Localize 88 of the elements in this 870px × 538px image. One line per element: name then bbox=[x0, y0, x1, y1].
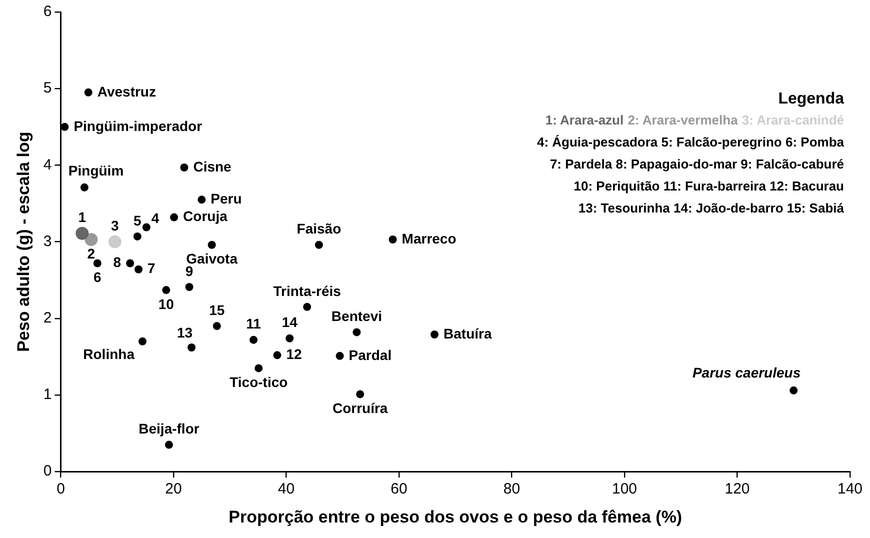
annotation: Rolinha bbox=[83, 346, 135, 362]
point bbox=[170, 213, 178, 222]
point bbox=[356, 390, 364, 398]
point bbox=[134, 265, 143, 274]
annotation: 3 bbox=[110, 218, 119, 234]
y-tick-label: 0 bbox=[43, 462, 52, 480]
point bbox=[208, 240, 216, 249]
y-tick-label: 2 bbox=[43, 310, 52, 327]
annotation: Pardal bbox=[348, 346, 392, 363]
annotation: Beija-flor bbox=[138, 420, 200, 437]
annotation: Peru bbox=[210, 190, 242, 207]
annotation: Marreco bbox=[402, 230, 456, 246]
x-tick-label: 0 bbox=[56, 480, 65, 498]
point bbox=[388, 236, 397, 244]
legend-title: Legenda bbox=[778, 90, 844, 108]
annotation: 5 bbox=[134, 212, 142, 228]
annotation: 7: Pardela 8: Papagaio-do-mar 9: Falcão-caburé bbox=[550, 156, 844, 172]
point bbox=[336, 352, 344, 360]
text: 2: Arara-vermelha bbox=[628, 112, 739, 128]
annotation: Tico-tico bbox=[230, 374, 288, 390]
y-tick-label: 1 bbox=[43, 386, 52, 404]
annotation: Cisne bbox=[193, 158, 232, 174]
x-tick-label: 20 bbox=[165, 480, 182, 498]
annotation: Bentevi bbox=[331, 308, 382, 324]
annotation: 4: Águia-pescadora 5: Falcão-peregrino 6: Pomba bbox=[536, 134, 845, 150]
text: 1: Arara-azul bbox=[545, 112, 624, 128]
annotation: 13 bbox=[176, 324, 193, 340]
point bbox=[286, 334, 294, 342]
point bbox=[790, 386, 798, 394]
y-tick-label: 6 bbox=[43, 3, 52, 20]
y-axis-title: Peso adulto (g) - escala log bbox=[14, 132, 33, 352]
point bbox=[164, 440, 173, 449]
annotation: Faisão bbox=[296, 220, 342, 237]
point bbox=[142, 223, 150, 232]
point bbox=[188, 344, 196, 352]
annotation: 1 bbox=[78, 209, 86, 226]
y-tick-label: 4 bbox=[43, 156, 52, 174]
annotation: Coruja bbox=[183, 208, 228, 224]
annotation: Trinta-réis bbox=[273, 282, 342, 299]
point bbox=[212, 322, 221, 330]
y-tick-label: 5 bbox=[43, 80, 52, 97]
point bbox=[303, 302, 312, 311]
annotation: 2 bbox=[87, 245, 96, 262]
annotation: 11 bbox=[246, 316, 262, 332]
point bbox=[273, 351, 282, 360]
annotation: Pingüim-imperador bbox=[74, 118, 203, 134]
point bbox=[250, 336, 258, 344]
x-tick-label: 80 bbox=[503, 480, 520, 498]
annotation: Corruíra bbox=[332, 400, 388, 416]
point bbox=[133, 232, 142, 240]
x-tick-label: 60 bbox=[390, 480, 408, 498]
point bbox=[84, 88, 92, 96]
annotation: 8 bbox=[113, 254, 122, 270]
point bbox=[126, 259, 134, 268]
x-tick-label: 120 bbox=[724, 480, 750, 498]
point bbox=[138, 337, 146, 346]
point bbox=[76, 226, 89, 240]
annotation: Parus caeruleus bbox=[692, 364, 801, 380]
annotation: Batuíra bbox=[444, 325, 492, 342]
annotation: 6 bbox=[93, 269, 102, 286]
point bbox=[180, 164, 188, 172]
annotation: 12 bbox=[286, 346, 302, 362]
annotation: 15 bbox=[209, 302, 225, 318]
annotation: 7 bbox=[148, 260, 156, 276]
point bbox=[314, 240, 323, 249]
annotation: 13: Tesourinha 14: João-de-barro 15: Sabiá bbox=[578, 200, 845, 216]
point bbox=[93, 259, 102, 268]
x-tick-label: 140 bbox=[837, 480, 863, 498]
point bbox=[108, 235, 122, 248]
annotation: 4 bbox=[151, 210, 160, 226]
x-axis-title: Proporção entre o peso dos ovos e o peso da fêmea (%) bbox=[228, 507, 682, 526]
y-tick-label: 3 bbox=[43, 232, 52, 250]
x-tick-label: 100 bbox=[612, 480, 638, 498]
point bbox=[80, 183, 88, 192]
point bbox=[84, 233, 98, 246]
point bbox=[430, 330, 439, 338]
x-tick-label: 40 bbox=[278, 480, 295, 498]
annotation: 14 bbox=[282, 314, 298, 330]
annotation: Pingüim bbox=[68, 162, 124, 178]
point bbox=[254, 364, 263, 372]
point bbox=[198, 196, 206, 204]
point bbox=[352, 328, 361, 336]
annotation: 10 bbox=[158, 296, 174, 312]
point bbox=[60, 122, 69, 131]
point bbox=[185, 282, 194, 291]
annotation: 10: Periquitão 11: Fura-barreira 12: Bacurau bbox=[574, 178, 844, 194]
point bbox=[162, 286, 170, 294]
annotation: Avestruz bbox=[97, 83, 156, 100]
